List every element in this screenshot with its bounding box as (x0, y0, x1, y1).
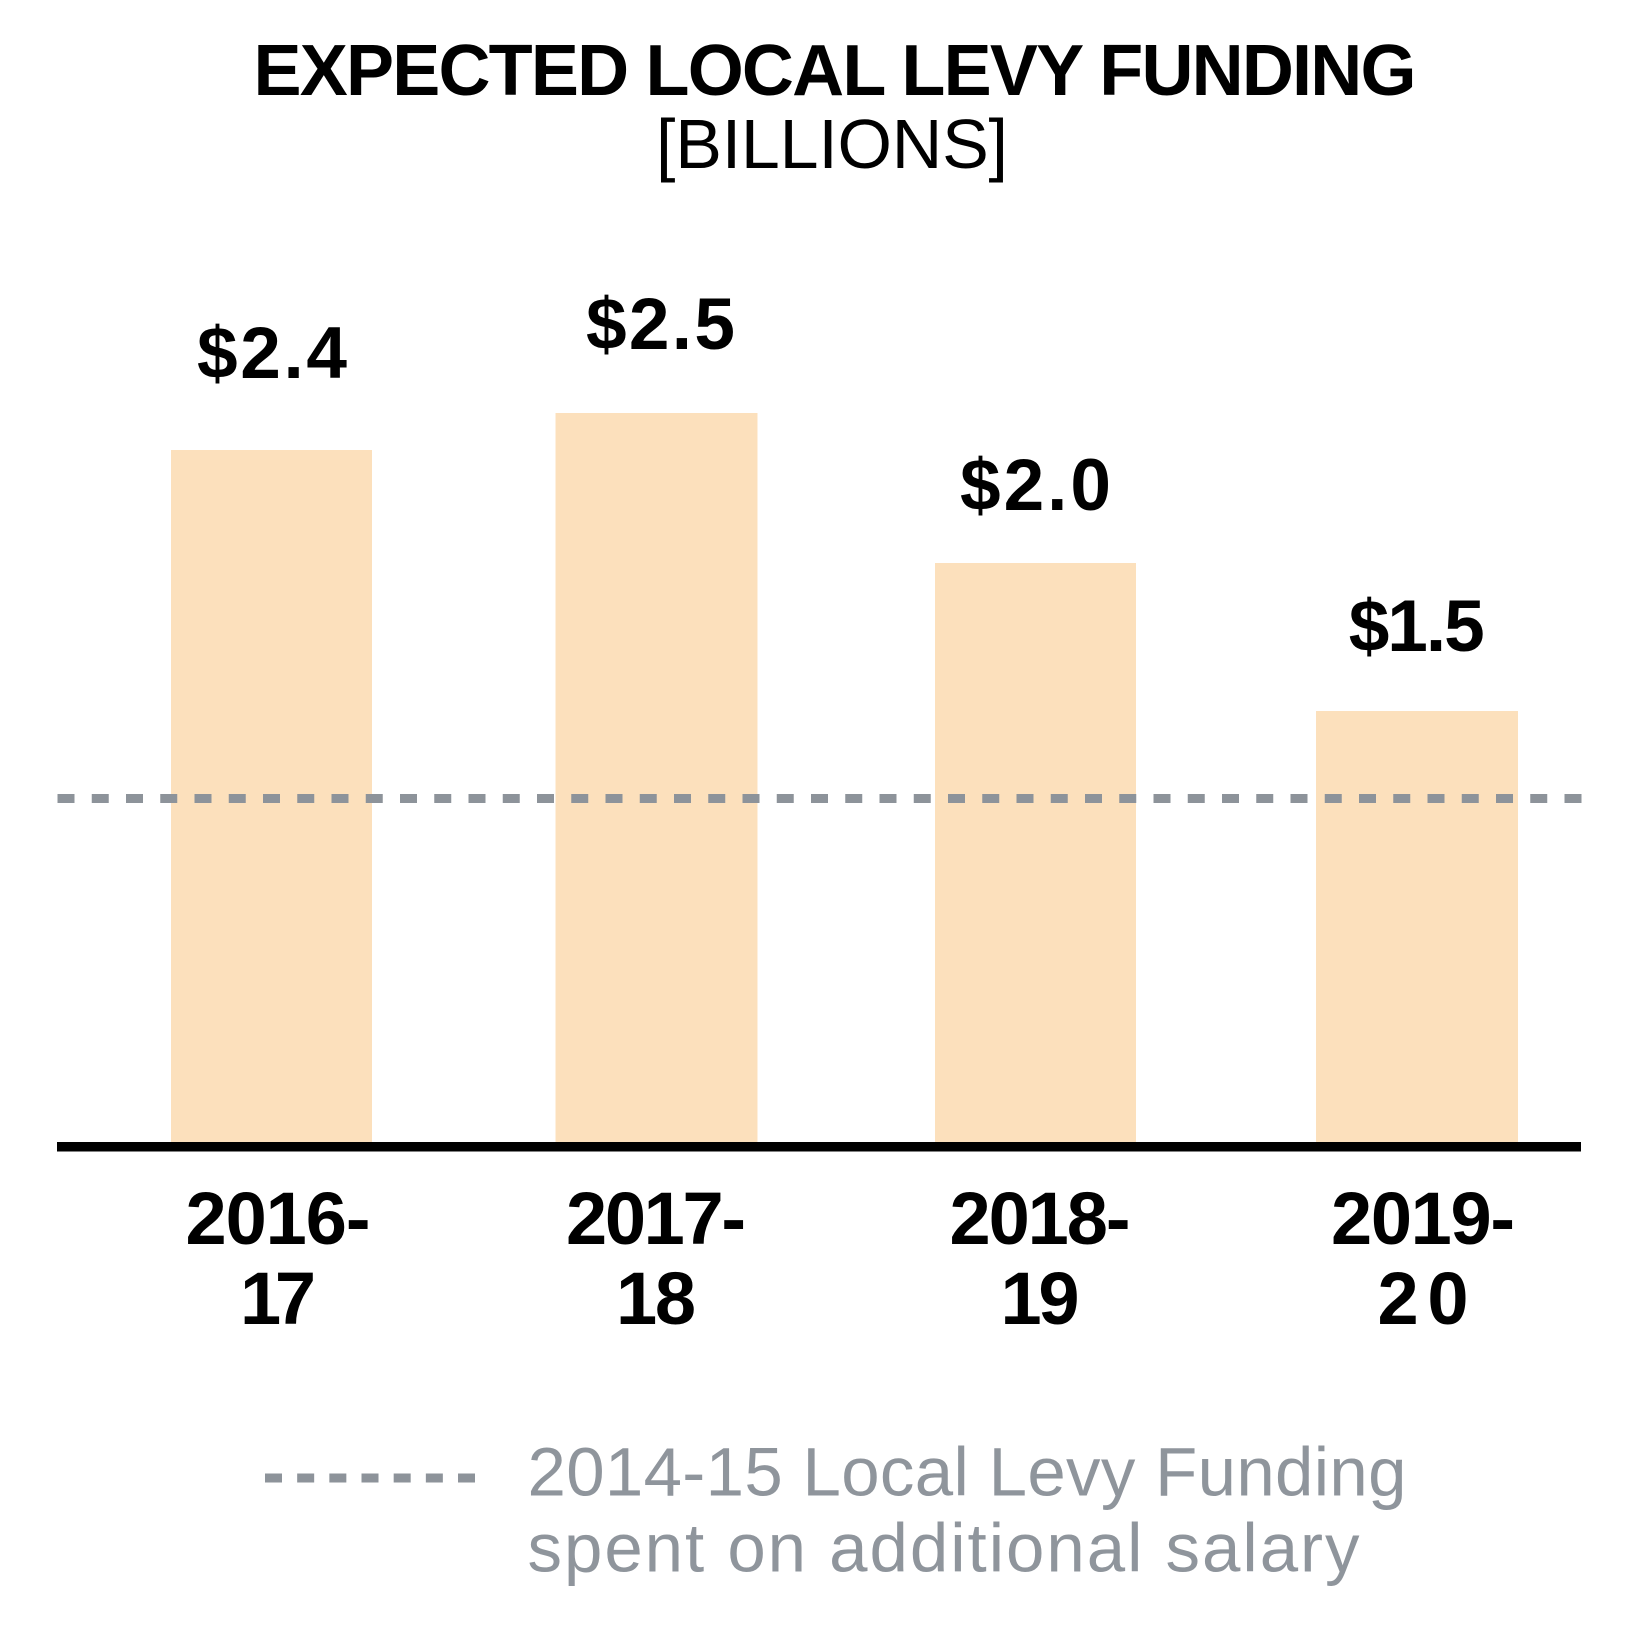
svg-text:$2.0: $2.0 (960, 445, 1111, 526)
svg-text:$2.5: $2.5 (586, 284, 735, 365)
svg-text:2016-: 2016- (186, 1177, 371, 1260)
svg-text:$2.4: $2.4 (197, 313, 347, 394)
svg-text:[BILLIONS]: [BILLIONS] (656, 105, 1008, 183)
svg-text:2018-: 2018- (950, 1177, 1131, 1260)
svg-text:$1.5: $1.5 (1349, 586, 1485, 667)
svg-text:17: 17 (240, 1257, 316, 1340)
svg-text:2017-: 2017- (566, 1177, 746, 1260)
svg-text:EXPECTED LOCAL LEVY FUNDING: EXPECTED LOCAL LEVY FUNDING (254, 31, 1417, 111)
svg-text:18: 18 (616, 1257, 696, 1340)
svg-text:spent on additional salary: spent on additional salary (528, 1510, 1361, 1587)
svg-text:2019-: 2019- (1331, 1177, 1515, 1260)
svg-text:19: 19 (1001, 1257, 1080, 1340)
svg-text:2014-15 Local Levy Funding: 2014-15 Local Levy Funding (528, 1434, 1407, 1511)
